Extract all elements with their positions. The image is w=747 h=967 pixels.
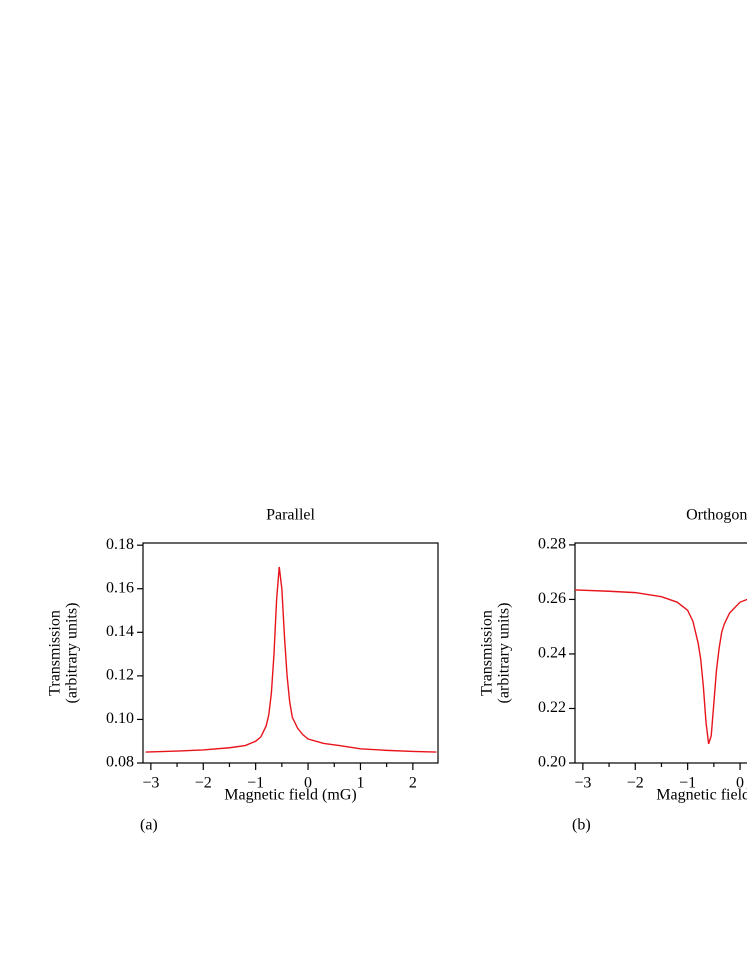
y-tick-label: 0.24: [538, 645, 566, 662]
x-tick-label: −1: [679, 775, 696, 792]
x-tick-label: 1: [356, 775, 364, 792]
panel: Orthogonal0.200.220.240.260.28−3−2−1012M…: [479, 507, 747, 834]
x-axis-label: Magnetic field (mG): [224, 787, 356, 804]
plot-frame: [142, 542, 439, 764]
y-axis-label: Transmission: [479, 610, 496, 696]
x-tick-label: −1: [247, 775, 264, 792]
y-tick-label: 0.26: [538, 590, 566, 607]
y-tick-label: 0.12: [106, 667, 134, 684]
x-tick-label: −2: [627, 775, 644, 792]
y-axis-label: (arbitrary units): [496, 603, 513, 704]
y-tick-label: 0.16: [106, 579, 134, 596]
panel-label: (b): [572, 817, 591, 834]
x-axis-label: Magnetic field (mG): [656, 787, 747, 804]
x-tick-label: −2: [195, 775, 212, 792]
y-axis-label: Transmission: [47, 610, 64, 696]
y-axis-label: (arbitrary units): [64, 603, 81, 704]
plot-frame: [574, 542, 747, 764]
chart-title: Orthogonal: [686, 507, 747, 524]
chart-title: Parallel: [266, 507, 315, 524]
data-line: [574, 589, 747, 745]
panel: Parallel 0.08 0.10 0.12 0.14 0.16 0.18 −3 −2 −1 0 1…: [47, 507, 439, 834]
y-tick-label: 0.20: [538, 754, 566, 771]
data-line: [145, 566, 437, 753]
x-tick-label: −3: [574, 775, 591, 792]
y-tick-label: 0.14: [106, 623, 134, 640]
x-tick-label: −3: [142, 775, 159, 792]
y-tick-label: 0.10: [106, 710, 134, 727]
y-tick-label: 0.22: [538, 699, 566, 716]
panel-label: (a): [140, 817, 158, 834]
y-tick-label: 0.08: [106, 754, 134, 771]
y-tick-label: 0.28: [538, 536, 566, 553]
x-tick-label: 2: [409, 775, 417, 792]
x-tick-label: 0: [736, 775, 744, 792]
y-tick-label: 0.18: [106, 536, 134, 553]
x-tick-label: 0: [304, 775, 312, 792]
